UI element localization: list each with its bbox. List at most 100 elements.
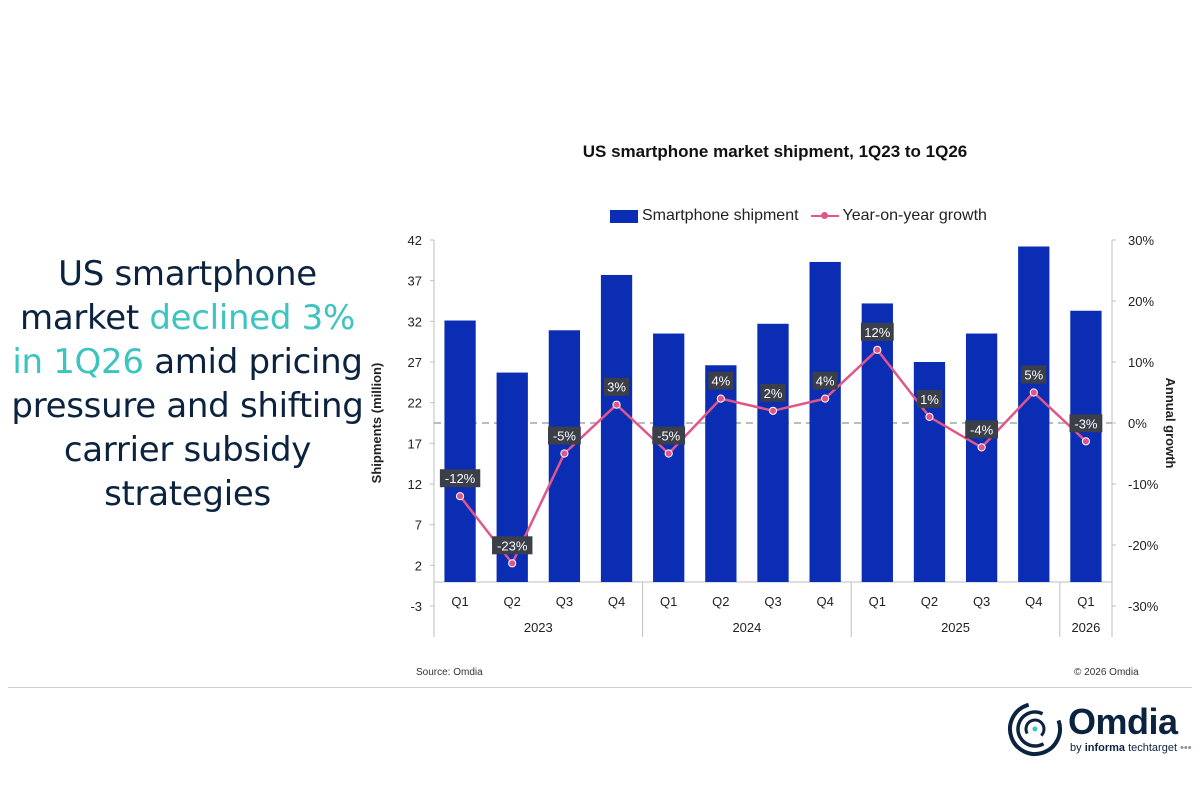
headline: US smartphone market declined 3% in 1Q26…	[10, 252, 365, 516]
category-tick-label: Q4	[816, 594, 833, 609]
growth-data-label: -23%	[497, 538, 528, 553]
headline-part-1: US smartphone market	[20, 254, 317, 338]
category-tick-label: Q3	[764, 594, 781, 609]
category-tick-label: Q2	[504, 594, 521, 609]
category-tick-label: Q1	[451, 594, 468, 609]
growth-point	[1081, 437, 1091, 446]
y-tick-label: 22	[408, 396, 422, 411]
growth-point	[664, 449, 673, 458]
y-tick-label: 42	[408, 233, 422, 248]
headline-part-2: amid pricing pressure and shifting carri…	[11, 342, 364, 514]
shipment-bar	[444, 320, 476, 582]
growth-data-label: -5%	[657, 429, 681, 444]
y-tick-label: -3	[410, 599, 422, 614]
growth-label-box	[492, 536, 533, 555]
footer-divider	[8, 687, 1192, 688]
chart-title: US smartphone market shipment, 1Q23 to 1…	[582, 142, 968, 161]
shipment-bar	[1018, 246, 1050, 583]
source-note: Source: Omdia	[416, 667, 483, 678]
shipment-bar	[1070, 310, 1102, 582]
y2-tick-label: -10%	[1128, 477, 1159, 492]
growth-label-box	[760, 383, 786, 402]
category-tick-label: Q2	[712, 594, 729, 609]
growth-data-label: 1%	[920, 392, 939, 407]
growth-point	[716, 394, 725, 403]
byline-suffix: techtarget	[1125, 742, 1178, 754]
growth-data-label: 12%	[864, 325, 890, 340]
growth-data-label: 3%	[607, 380, 626, 395]
legend-swatch-bar	[610, 209, 638, 223]
chart-legend: Smartphone shipment Year-on-year growth	[610, 207, 987, 225]
growth-point	[821, 394, 830, 403]
y-tick-label: 27	[408, 355, 422, 370]
omdia-byline: by informa techtarget •••	[1070, 742, 1192, 754]
growth-point	[768, 406, 778, 415]
growth-data-label: 5%	[1024, 368, 1043, 383]
legend-swatch-line	[810, 211, 839, 221]
category-tick-label: Q1	[869, 594, 886, 609]
y-tick-label: 12	[408, 477, 422, 492]
legend-item-growth: Year-on-year growth	[810, 207, 987, 225]
omdia-wordmark: Omdia	[1068, 701, 1178, 742]
legend-label-growth: Year-on-year growth	[842, 207, 987, 224]
shipment-bar	[809, 261, 841, 582]
y-tick-label: 2	[415, 558, 422, 573]
byline-prefix: by	[1070, 742, 1085, 754]
shipment-bar	[965, 333, 998, 582]
year-group-label: 2025	[941, 620, 970, 635]
growth-data-label: -5%	[553, 429, 577, 444]
growth-label-box	[708, 371, 734, 390]
growth-label-box	[812, 371, 838, 390]
growth-point	[560, 449, 569, 458]
legend-item-shipment: Smartphone shipment	[610, 207, 799, 225]
category-tick-label: Q3	[556, 594, 573, 609]
y2-axis-title: Annual growth	[1163, 378, 1178, 469]
growth-point	[925, 412, 934, 421]
shipment-bar	[653, 333, 685, 582]
growth-point	[873, 345, 882, 354]
shipment-bar	[861, 303, 893, 582]
growth-label-box	[439, 469, 481, 488]
growth-label-box	[652, 426, 686, 445]
growth-label-box	[547, 426, 581, 445]
y2-tick-label: 10%	[1128, 355, 1154, 370]
category-tick-label: Q1	[660, 594, 677, 609]
growth-label-box	[860, 322, 894, 341]
growth-label-box	[603, 377, 630, 396]
y-axis-title: Shipments (million)	[369, 363, 384, 484]
growth-label-box	[1069, 414, 1103, 433]
copyright-note: © 2026 Omdia	[1074, 667, 1139, 678]
growth-data-label: -3%	[1074, 416, 1098, 431]
growth-point	[508, 559, 517, 568]
y-tick-label: 37	[408, 274, 422, 289]
dots-icon: •••	[1180, 742, 1192, 754]
y-tick-label: 7	[415, 518, 422, 533]
y2-tick-label: 20%	[1128, 294, 1154, 309]
growth-point	[1029, 388, 1038, 397]
growth-point	[612, 400, 621, 409]
y2-tick-label: 0%	[1128, 416, 1147, 431]
year-group-label: 2024	[732, 620, 761, 635]
growth-data-label: -12%	[445, 471, 476, 486]
shipment-bar	[600, 274, 633, 582]
y2-tick-label: 30%	[1128, 233, 1154, 248]
y2-tick-label: -20%	[1128, 538, 1159, 553]
growth-data-label: 4%	[711, 374, 730, 389]
omdia-logo: Omdia by informa techtarget •••	[1006, 700, 1196, 760]
omdia-logo-icon	[1008, 702, 1062, 756]
y-tick-label: 32	[408, 314, 422, 329]
growth-data-label: -4%	[970, 422, 994, 437]
y2-tick-label: -30%	[1128, 599, 1159, 614]
growth-data-label: 4%	[816, 374, 835, 389]
category-tick-label: Q4	[608, 594, 625, 609]
headline-highlight: declined 3% in 1Q26	[12, 298, 355, 382]
shipment-bar	[757, 323, 789, 582]
y-tick-label: 17	[408, 436, 422, 451]
legend-label-shipment: Smartphone shipment	[642, 207, 799, 224]
growth-label-box	[965, 420, 999, 439]
growth-data-label: 2%	[764, 386, 783, 401]
category-tick-label: Q3	[973, 594, 990, 609]
category-tick-label: Q2	[921, 594, 938, 609]
growth-point	[455, 492, 465, 501]
